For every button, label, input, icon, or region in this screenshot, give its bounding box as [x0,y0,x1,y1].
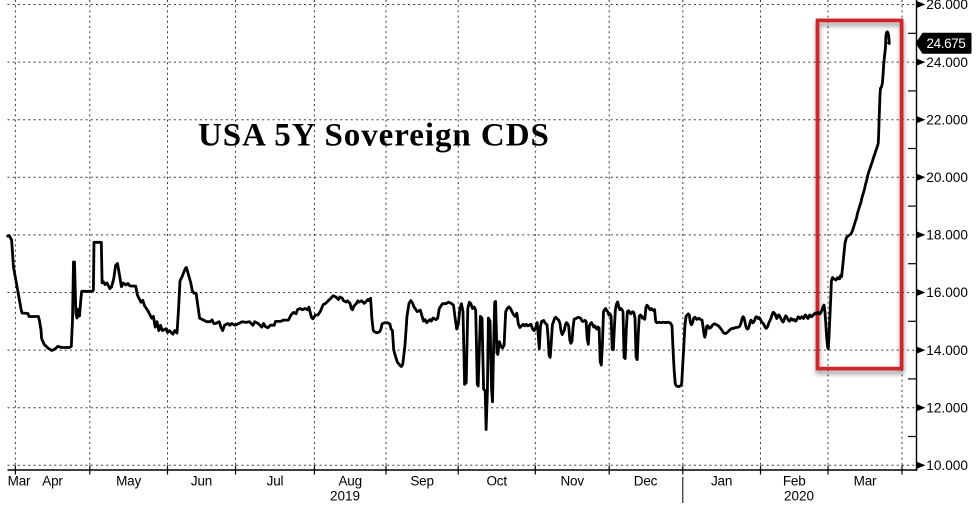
svg-text:24.675: 24.675 [927,36,966,51]
svg-text:USA 5Y Sovereign CDS: USA 5Y Sovereign CDS [198,118,550,154]
svg-text:16.000: 16.000 [926,285,968,300]
svg-text:26.000: 26.000 [926,0,968,12]
svg-text:Apr: Apr [42,473,63,488]
svg-text:Feb: Feb [783,473,806,488]
svg-text:Mar: Mar [8,473,31,488]
svg-text:Sep: Sep [410,473,433,488]
svg-text:Jul: Jul [267,473,284,488]
svg-text:24.000: 24.000 [926,55,968,70]
svg-text:Nov: Nov [560,473,584,488]
svg-text:12.000: 12.000 [926,400,968,415]
svg-text:2020: 2020 [784,489,814,504]
svg-text:Dec: Dec [634,473,658,488]
svg-text:Oct: Oct [486,473,507,488]
svg-text:22.000: 22.000 [926,112,968,127]
svg-text:Mar: Mar [854,473,877,488]
svg-text:14.000: 14.000 [926,343,968,358]
svg-text:Aug: Aug [338,473,361,488]
svg-text:Jan: Jan [711,473,732,488]
svg-text:2019: 2019 [330,489,360,504]
svg-text:20.000: 20.000 [926,170,968,185]
svg-text:18.000: 18.000 [926,228,968,243]
svg-text:May: May [116,473,141,488]
svg-text:Jun: Jun [191,473,212,488]
svg-text:10.000: 10.000 [926,458,968,473]
